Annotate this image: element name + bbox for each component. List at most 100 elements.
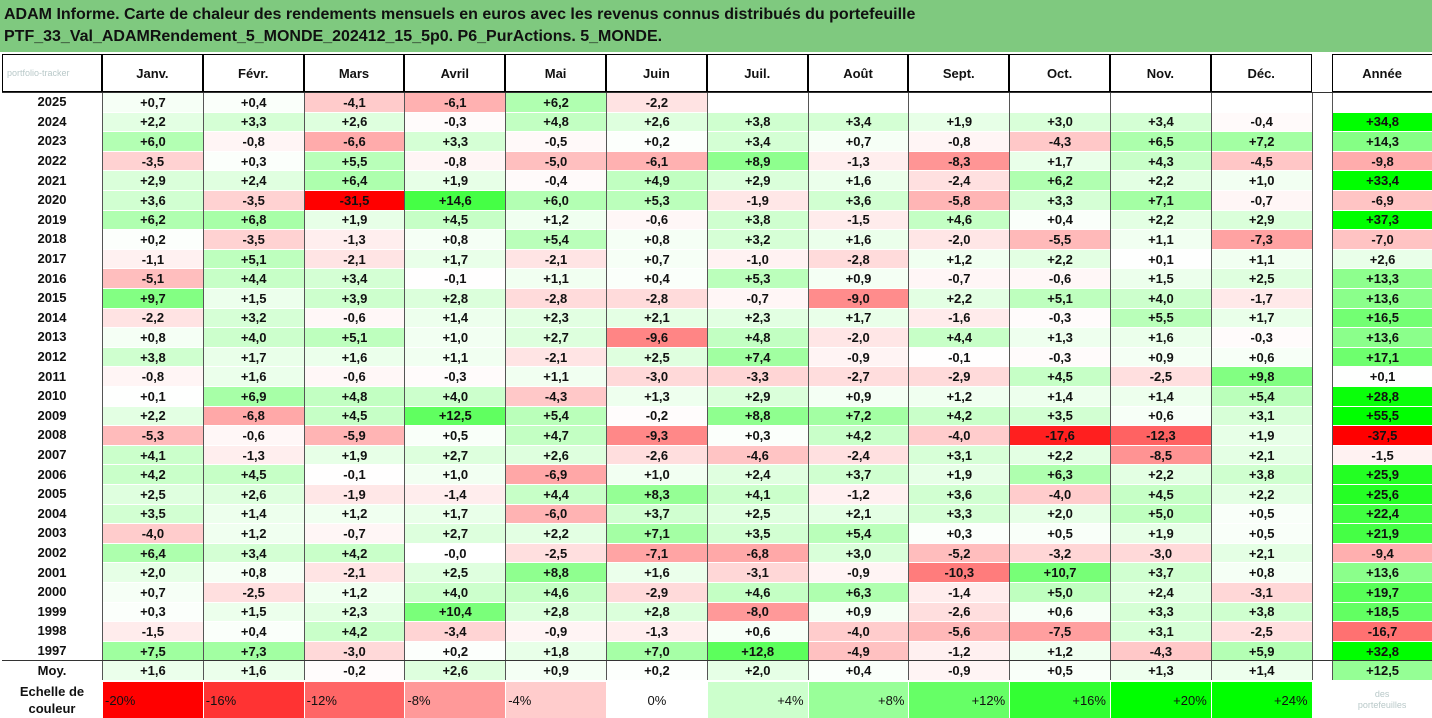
heatmap-cell: +3,0	[808, 543, 909, 563]
heatmap-cell: -0,7	[304, 524, 405, 543]
annual-header: Année	[1331, 54, 1432, 92]
heatmap-cell: +1,5	[1111, 269, 1211, 288]
heatmap-cell: +7,5	[103, 641, 203, 661]
heatmap-cell: -0,2	[607, 406, 707, 426]
heatmap-cell: -2,0	[808, 328, 909, 347]
column-divider	[102, 92, 103, 680]
average-cell: +0,5	[1010, 661, 1110, 680]
heatmap-cell: -1,6	[909, 308, 1010, 328]
heatmap-cell: +0,6	[1211, 347, 1312, 367]
annual-cell: +32,8	[1332, 641, 1432, 661]
heatmap-cell: +6,2	[103, 210, 203, 230]
column-divider	[1331, 92, 1333, 680]
heatmap-cell: +1,0	[1211, 171, 1312, 190]
year-label: 2021	[37, 172, 67, 188]
heatmap-cell: -0,6	[1010, 269, 1110, 288]
heatmap-cell: -2,5	[1211, 622, 1312, 641]
watermark-bottom: des portefeuilles	[1332, 682, 1432, 718]
heatmap-cell: +0,3	[103, 602, 203, 622]
heatmap-cell: +7,0	[607, 641, 707, 661]
heatmap-cell: -3,5	[103, 151, 203, 171]
heatmap-cell: +2,5	[607, 347, 707, 367]
heatmap-cell: -0,7	[909, 269, 1010, 288]
heatmap-cell: +0,2	[607, 132, 707, 151]
heatmap-cell: +4,2	[808, 426, 909, 445]
column-divider	[807, 92, 809, 680]
heatmap-cell: -2,5	[203, 583, 304, 602]
heatmap-cell: +3,7	[808, 465, 909, 484]
heatmap-cell: -9,6	[607, 328, 707, 347]
heatmap-cell: +5,3	[707, 269, 808, 288]
heatmap-cell: +0,7	[103, 583, 203, 602]
heatmap-cell: +6,8	[203, 210, 304, 230]
heatmap-cell: +3,8	[1211, 465, 1312, 484]
column-divider	[505, 92, 507, 680]
annual-cell: +18,5	[1332, 602, 1432, 622]
heatmap-cell: -2,5	[506, 543, 606, 563]
heatmap-cell: +0,5	[1211, 524, 1312, 543]
average-cell: +2,6	[405, 661, 506, 680]
month-header: Juin	[606, 54, 707, 92]
heatmap-cell: +2,4	[1111, 583, 1211, 602]
heatmap-cell: +3,3	[1010, 191, 1110, 210]
heatmap-cell: -31,5	[304, 191, 405, 210]
heatmap-cell: -0,1	[405, 269, 506, 288]
heatmap-cell: +2,2	[1010, 249, 1110, 269]
heatmap-cell: +0,4	[203, 93, 304, 112]
heatmap-cell: +2,8	[506, 602, 606, 622]
heatmap-cell: +0,8	[405, 230, 506, 249]
column-divider	[303, 92, 305, 680]
heatmap-cell: +4,8	[707, 328, 808, 347]
heatmap-cell: +0,9	[808, 602, 909, 622]
heatmap-cell: +2,5	[707, 504, 808, 524]
heatmap-cell: +1,9	[405, 171, 506, 190]
heatmap-cell: -6,0	[506, 504, 606, 524]
heatmap-cell: -2,8	[808, 249, 909, 269]
heatmap-cell: -3,1	[707, 563, 808, 582]
heatmap-cell: +2,8	[607, 602, 707, 622]
annual-cell: +21,9	[1332, 524, 1432, 543]
heatmap-cell: -7,5	[1010, 622, 1110, 641]
annual-cell: -9,4	[1332, 543, 1432, 563]
heatmap-cell: -5,1	[103, 269, 203, 288]
heatmap-cell: -5,9	[304, 426, 405, 445]
color-scale-swatch: 0%	[607, 682, 707, 718]
year-label: 2004	[37, 505, 67, 521]
watermark-top: portfolio-tracker	[2, 54, 102, 92]
heatmap-cell: +2,9	[103, 171, 203, 190]
heatmap-cell: -5,5	[1010, 230, 1110, 249]
heatmap-cell	[1111, 93, 1211, 112]
heatmap-cell: +4,2	[909, 406, 1010, 426]
heatmap-cell: -4,0	[1010, 485, 1110, 504]
color-scale-swatch: -12%	[304, 682, 405, 718]
average-cell: +0,2	[607, 661, 707, 680]
heatmap-cell: +7,1	[1111, 191, 1211, 210]
heatmap-cell: -7,3	[1211, 230, 1312, 249]
heatmap-cell: -12,3	[1111, 426, 1211, 445]
heatmap-cell: +4,0	[405, 387, 506, 406]
year-label: 1997	[37, 643, 67, 659]
heatmap-cell: +1,5	[203, 602, 304, 622]
annual-cell	[1332, 93, 1432, 112]
heatmap-cell: -9,3	[607, 426, 707, 445]
heatmap-cell: -1,3	[203, 445, 304, 465]
heatmap-cell: -0,8	[103, 367, 203, 386]
heatmap-cell: +2,2	[1211, 485, 1312, 504]
heatmap-cell: +6,0	[506, 191, 606, 210]
heatmap-cell: +6,4	[304, 171, 405, 190]
heatmap-cell: +10,7	[1010, 563, 1110, 582]
heatmap-cell: +3,2	[707, 230, 808, 249]
heatmap-cell: -0,9	[808, 347, 909, 367]
heatmap-cell: -6,8	[203, 406, 304, 426]
heatmap-cell: -0,4	[506, 171, 606, 190]
heatmap-cell: +2,6	[506, 445, 606, 465]
heatmap-cell: +0,7	[607, 249, 707, 269]
title-line-2: PTF_33_Val_ADAMRendement_5_MONDE_202412_…	[4, 28, 663, 45]
heatmap-cell: +5,5	[304, 151, 405, 171]
heatmap-cell: +2,1	[808, 504, 909, 524]
heatmap-cell: +0,5	[405, 426, 506, 445]
annual-cell: +13,6	[1332, 328, 1432, 347]
year-label: 2017	[37, 251, 67, 267]
heatmap-cell: -6,1	[607, 151, 707, 171]
heatmap-cell: -1,4	[405, 485, 506, 504]
